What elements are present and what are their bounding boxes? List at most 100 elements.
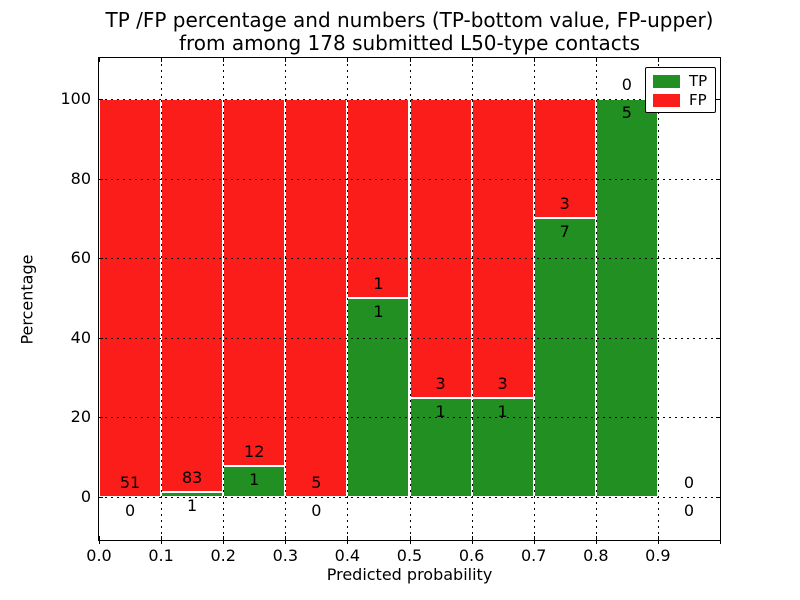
xtick-label-0.2: 0.2 <box>210 546 236 565</box>
bar-fp-0.3-0.4 <box>285 99 348 497</box>
gridline-x-0.1 <box>161 58 163 540</box>
tp-count-0.6-0.7: 1 <box>497 401 508 421</box>
xtick-mark-top <box>409 58 411 62</box>
bar-tp-0.6-0.7 <box>471 397 534 497</box>
plot-area: TP FP 51 0 83 1 12 1 5 0 1 1 3 1 3 1 3 7 0 5 0 0 <box>98 57 721 544</box>
bar-tp-0.5-0.6 <box>409 397 472 497</box>
gridline-x-0.8 <box>595 58 597 540</box>
y-axis-label: Percentage <box>17 254 37 345</box>
ytick-mark-right <box>716 497 720 498</box>
fp-count-0.6-0.7: 3 <box>497 373 508 393</box>
tp-count-0.3-0.4: 0 <box>311 501 322 520</box>
tp-count-0.1-0.2: 1 <box>187 496 198 516</box>
ytick-mark-right <box>716 99 720 100</box>
fp-count-0.2-0.3: 12 <box>244 442 265 462</box>
bar-tp-0.4-0.5 <box>347 298 410 497</box>
xtick-mark-top <box>533 58 535 62</box>
gridline-x-0.7 <box>533 58 535 540</box>
gridline-y-40 <box>99 337 720 339</box>
xtick-label-0.9: 0.9 <box>645 546 671 565</box>
tp-count-0.5-0.6: 1 <box>435 401 446 421</box>
bar-fp-0.5-0.6 <box>409 99 472 398</box>
fp-count-0.0-0.1: 51 <box>119 473 141 492</box>
fp-count-0.4-0.5: 1 <box>373 274 384 293</box>
xtick-mark-bottom <box>223 536 225 544</box>
gridline-x-0.6 <box>471 58 473 540</box>
tp-count-0.7-0.8: 7 <box>559 222 570 242</box>
ytick-mark-right <box>716 417 720 419</box>
xtick-mark-top <box>99 58 100 62</box>
ytick-label-80: 80 <box>70 168 91 188</box>
fp-count-0.1-0.2: 83 <box>181 468 203 488</box>
legend-row-fp: FP <box>653 91 715 110</box>
xtick-label-0.6: 0.6 <box>458 546 485 565</box>
tp-count-0.8-0.9: 5 <box>621 103 632 122</box>
ytick-label-60: 60 <box>70 248 91 268</box>
gridline-x-0.2 <box>223 58 225 540</box>
xtick-mark-top <box>471 58 473 62</box>
tp-count-0.2-0.3: 1 <box>249 470 260 490</box>
xtick-mark-bottom <box>533 536 535 544</box>
xtick-label-0.5: 0.5 <box>396 546 423 565</box>
xtick-label-0.3: 0.3 <box>272 546 299 565</box>
xtick-mark-top <box>161 58 163 62</box>
chart-title-line1: TP /FP percentage and numbers (TP-bottom… <box>105 8 714 32</box>
gridline-x-0.9 <box>657 58 659 540</box>
bar-fp-0.4-0.5 <box>347 99 410 298</box>
fp-count-0.8-0.9: 0 <box>621 75 632 94</box>
ytick-label-40: 40 <box>70 327 91 347</box>
xtick-mark-bottom <box>471 536 473 544</box>
xtick-mark-bottom <box>99 536 100 544</box>
fp-count-0.3-0.4: 5 <box>311 473 322 492</box>
gridline-y-80 <box>99 178 720 180</box>
legend-row-tp: TP <box>653 72 715 91</box>
xtick-mark-top <box>285 58 287 62</box>
gridline-y-60 <box>99 258 720 260</box>
chart-title-line2: from among 178 submitted L50-type contac… <box>178 31 641 55</box>
bar-fp-0.6-0.7 <box>471 99 534 398</box>
fp-count-0.9-1.0: 0 <box>683 473 695 492</box>
fp-legend-swatch <box>653 94 680 107</box>
ytick-mark-left <box>99 497 103 498</box>
gridline-y-100 <box>99 99 720 100</box>
ytick-mark-left <box>99 99 103 100</box>
tp-count-0.4-0.5: 1 <box>373 302 384 321</box>
xtick-label-0.1: 0.1 <box>148 546 174 565</box>
ytick-mark-left <box>99 178 103 180</box>
bar-fp-0.1-0.2 <box>161 99 224 493</box>
bar-tp-0.8-0.9 <box>595 99 658 497</box>
fp-count-0.5-0.6: 3 <box>435 373 446 393</box>
ytick-label-0: 0 <box>80 487 91 506</box>
legend: TP FP <box>645 67 716 113</box>
tp-legend-swatch <box>653 75 680 88</box>
gridline-x-0.3 <box>285 58 287 540</box>
xtick-mark-top <box>720 58 721 62</box>
ytick-label-20: 20 <box>70 407 91 427</box>
ytick-label-100: 100 <box>60 89 91 108</box>
xtick-mark-top <box>595 58 597 62</box>
xtick-mark-top <box>657 58 659 62</box>
xtick-mark-bottom <box>720 536 721 544</box>
xtick-mark-bottom <box>409 536 411 544</box>
x-axis-label: Predicted probability <box>326 565 493 584</box>
ytick-mark-left <box>99 417 103 419</box>
bar-tp-0.2-0.3 <box>223 466 286 497</box>
fp-count-0.7-0.8: 3 <box>559 194 570 214</box>
xtick-label-0.8: 0.8 <box>583 546 609 565</box>
chart-title: TP /FP percentage and numbers (TP-bottom… <box>99 9 720 55</box>
xtick-mark-bottom <box>285 536 287 544</box>
xtick-mark-bottom <box>595 536 597 544</box>
gridline-x-0.4 <box>347 58 349 540</box>
bar-fp-0.0-0.1 <box>99 99 162 497</box>
gridline-x-0.5 <box>409 58 411 540</box>
xtick-mark-bottom <box>347 536 349 544</box>
xtick-label-0.7: 0.7 <box>520 546 547 565</box>
xtick-mark-top <box>223 58 225 62</box>
ytick-mark-right <box>716 337 720 339</box>
tp-count-0.9-1.0: 0 <box>683 501 695 520</box>
gridline-y-20 <box>99 417 720 419</box>
xtick-mark-bottom <box>657 536 659 544</box>
xtick-mark-bottom <box>161 536 163 544</box>
gridline-y-0 <box>99 497 720 498</box>
